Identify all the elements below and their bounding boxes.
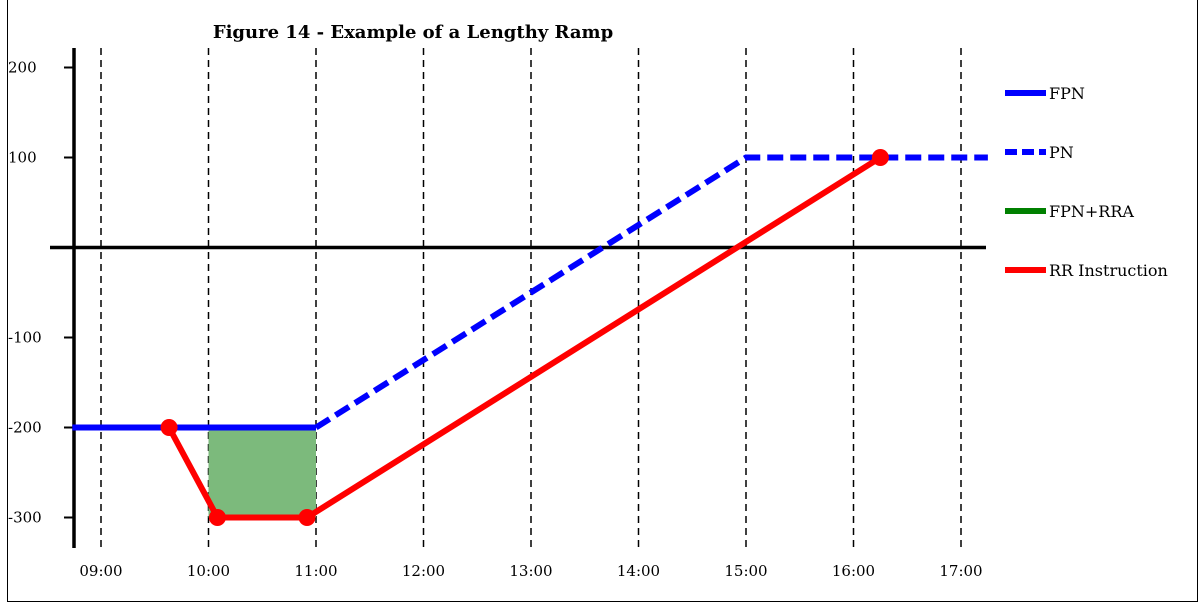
legend-label: RR Instruction: [1049, 261, 1168, 280]
y-tick-label: 100: [8, 149, 37, 167]
legend-item-rr-instruction: RR Instruction: [1005, 261, 1168, 280]
legend-label: PN: [1049, 143, 1074, 162]
area-fpn-rra: [208, 427, 316, 518]
x-tick-label: 17:00: [939, 562, 982, 580]
x-tick-label: 15:00: [724, 562, 767, 580]
y-tick-label: 200: [8, 59, 37, 77]
x-tick-label: 12:00: [402, 562, 445, 580]
axes: [50, 48, 986, 548]
x-tick-label: 16:00: [832, 562, 875, 580]
x-tick-label: 09:00: [79, 562, 122, 580]
legend: FPN PN FPN+RRA RR Instruction: [1005, 84, 1168, 280]
marker-layer: [160, 149, 889, 526]
y-tick-label: -300: [8, 509, 42, 527]
x-tick-label: 14:00: [617, 562, 660, 580]
legend-label: FPN+RRA: [1049, 202, 1134, 221]
y-tick-labels: 200 100 -100 -200 -300: [8, 59, 42, 527]
y-tick-label: -200: [8, 419, 42, 437]
x-tick-label: 11:00: [294, 562, 337, 580]
series-rr-instruction: [166, 154, 882, 521]
rr-marker-3: [871, 149, 889, 166]
rr-marker-2: [298, 509, 316, 526]
area-layer: [208, 427, 316, 518]
x-tick-label: 10:00: [187, 562, 230, 580]
legend-item-fpn: FPN: [1005, 84, 1085, 103]
chart-title: Figure 14 - Example of a Lengthy Ramp: [213, 22, 613, 43]
legend-label: FPN: [1049, 84, 1085, 103]
legend-item-fpn-rra: FPN+RRA: [1005, 202, 1134, 221]
y-tick-label: -100: [8, 329, 42, 347]
series-layer: [72, 154, 988, 521]
x-tick-label: 13:00: [509, 562, 552, 580]
series-pn: [314, 154, 988, 431]
legend-item-pn: PN: [1005, 143, 1074, 162]
rr-marker-0: [160, 419, 178, 436]
chart-frame: [7, 0, 1198, 602]
rr-marker-1: [208, 509, 226, 526]
x-tick-labels: 09:00 10:00 11:00 12:00 13:00 14:00 15:00 16:00…: [79, 562, 982, 580]
